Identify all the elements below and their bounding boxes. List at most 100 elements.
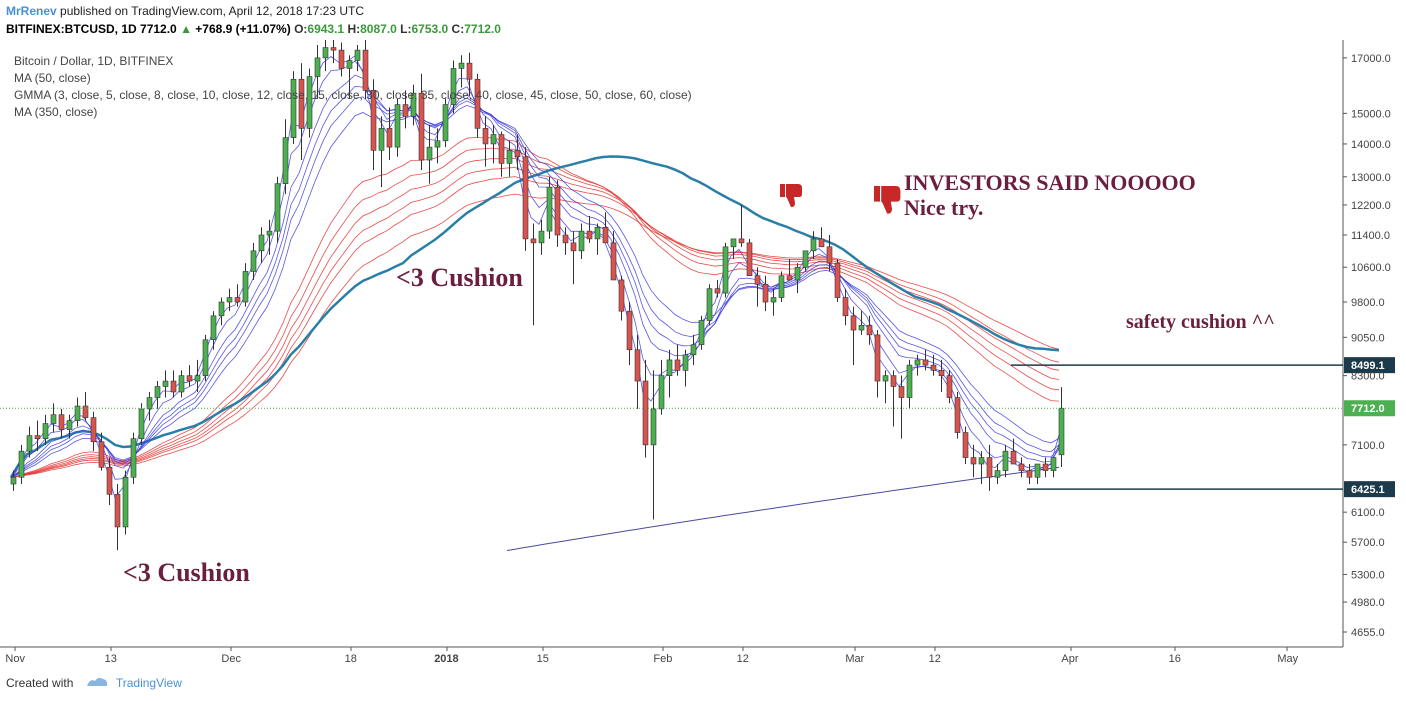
tradingview-logo-icon[interactable]	[85, 676, 109, 691]
candle[interactable]	[306, 68, 313, 138]
candle[interactable]	[706, 284, 713, 326]
candle[interactable]	[826, 235, 833, 272]
candle[interactable]	[450, 60, 457, 114]
candle[interactable]	[66, 414, 73, 439]
candle[interactable]	[586, 215, 593, 243]
candle[interactable]	[1058, 387, 1065, 468]
candle[interactable]	[738, 204, 745, 247]
candle[interactable]	[594, 223, 601, 255]
candle[interactable]	[922, 349, 929, 371]
candle[interactable]	[682, 349, 689, 387]
candle[interactable]	[42, 414, 49, 445]
candle[interactable]	[466, 52, 473, 96]
candle[interactable]	[50, 403, 57, 433]
candle[interactable]	[146, 391, 153, 421]
legend-entry-3[interactable]: MA (350, close)	[14, 105, 98, 119]
candle[interactable]	[578, 223, 585, 259]
candle[interactable]	[74, 397, 81, 427]
candle[interactable]	[202, 334, 209, 382]
candle[interactable]	[106, 457, 113, 505]
candle[interactable]	[1026, 464, 1033, 485]
candle[interactable]	[402, 90, 409, 129]
candle[interactable]	[850, 306, 857, 366]
candle[interactable]	[770, 288, 777, 316]
candle[interactable]	[58, 408, 65, 439]
legend-entry-2[interactable]: GMMA (3, close, 5, close, 8, close, 10, …	[14, 88, 692, 102]
candle[interactable]	[762, 275, 769, 312]
candle[interactable]	[194, 359, 201, 392]
candle[interactable]	[842, 288, 849, 326]
candle[interactable]	[250, 242, 257, 280]
candle[interactable]	[354, 45, 361, 72]
candle[interactable]	[610, 231, 617, 281]
candle[interactable]	[314, 45, 321, 99]
candle[interactable]	[914, 354, 921, 376]
candle[interactable]	[834, 258, 841, 303]
candle[interactable]	[258, 227, 265, 264]
candle[interactable]	[234, 284, 241, 307]
candle[interactable]	[506, 140, 513, 177]
legend-entry-1[interactable]: MA (50, close)	[14, 71, 91, 85]
candle[interactable]	[210, 311, 217, 350]
candle[interactable]	[362, 40, 369, 99]
candle[interactable]	[1018, 457, 1025, 478]
candle[interactable]	[906, 359, 913, 409]
candle[interactable]	[170, 370, 177, 398]
candle[interactable]	[1034, 463, 1041, 485]
candle[interactable]	[34, 420, 41, 452]
candle[interactable]	[794, 263, 801, 294]
candle[interactable]	[130, 432, 137, 485]
candle[interactable]	[658, 359, 665, 415]
candle[interactable]	[458, 55, 465, 88]
candle[interactable]	[882, 370, 889, 404]
candle[interactable]	[530, 223, 537, 326]
candle[interactable]	[754, 267, 761, 307]
candle[interactable]	[178, 370, 185, 398]
candle[interactable]	[898, 375, 905, 439]
candle[interactable]	[874, 330, 881, 398]
candle[interactable]	[274, 176, 281, 243]
candle[interactable]	[122, 470, 129, 535]
candle[interactable]	[266, 219, 273, 255]
candle[interactable]	[442, 98, 449, 148]
candle[interactable]	[162, 370, 169, 398]
candle[interactable]	[114, 484, 121, 551]
candle[interactable]	[282, 119, 289, 195]
candle[interactable]	[642, 359, 649, 458]
candle[interactable]	[1042, 457, 1049, 478]
candle[interactable]	[570, 231, 577, 285]
candle[interactable]	[82, 391, 89, 421]
candle[interactable]	[1010, 438, 1017, 465]
candle[interactable]	[554, 180, 561, 247]
candle[interactable]	[930, 354, 937, 376]
candle[interactable]	[538, 219, 545, 255]
candle[interactable]	[634, 334, 641, 409]
candle[interactable]	[290, 71, 297, 144]
candle[interactable]	[378, 116, 385, 188]
candle[interactable]	[498, 131, 505, 177]
candle[interactable]	[674, 344, 681, 376]
candle[interactable]	[562, 227, 569, 255]
candle[interactable]	[962, 426, 969, 465]
candle[interactable]	[626, 302, 633, 366]
price-chart[interactable]: 8499.1 7712.0 6425.1 17000.0 15000.0 14000.0…	[0, 40, 1406, 670]
candle[interactable]	[722, 242, 729, 298]
candle[interactable]	[186, 365, 193, 387]
candle[interactable]	[154, 381, 161, 409]
tradingview-link[interactable]: TradingView	[115, 676, 182, 690]
candle[interactable]	[730, 238, 737, 259]
candle[interactable]	[866, 315, 873, 345]
candle[interactable]	[90, 411, 97, 452]
candle[interactable]	[514, 134, 521, 171]
candle[interactable]	[218, 297, 225, 326]
candle[interactable]	[938, 359, 945, 392]
candle[interactable]	[18, 444, 25, 485]
candle[interactable]	[714, 279, 721, 298]
candle[interactable]	[522, 147, 529, 251]
candle[interactable]	[858, 311, 865, 335]
candle[interactable]	[994, 464, 1001, 485]
candle[interactable]	[786, 258, 793, 281]
legend-entry-0[interactable]: Bitcoin / Dollar, 1D, BITFINEX	[14, 54, 174, 68]
candle[interactable]	[474, 73, 481, 138]
candle[interactable]	[410, 84, 417, 126]
